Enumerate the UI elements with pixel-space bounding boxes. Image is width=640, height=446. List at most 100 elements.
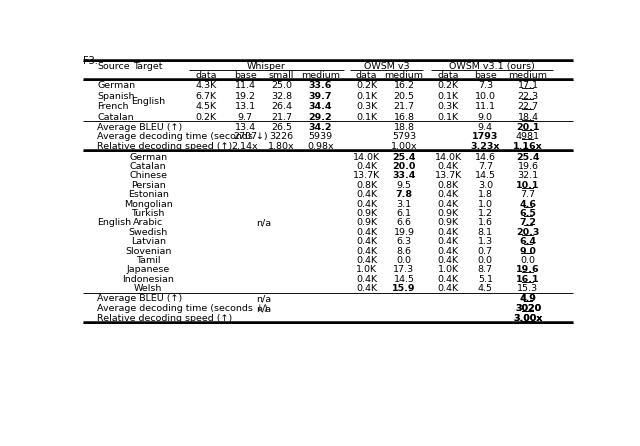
Text: 14.0K: 14.0K	[353, 153, 380, 161]
Text: data: data	[196, 70, 217, 79]
Text: 0.4K: 0.4K	[356, 247, 378, 256]
Text: 9.5: 9.5	[396, 181, 412, 190]
Text: 0.1K: 0.1K	[438, 112, 459, 122]
Text: OWSM v3.1 (ours): OWSM v3.1 (ours)	[449, 62, 535, 71]
Text: 0.4K: 0.4K	[438, 284, 459, 293]
Text: data: data	[356, 70, 378, 79]
Text: medium: medium	[301, 70, 340, 79]
Text: 18.4: 18.4	[518, 112, 538, 122]
Text: Arabic: Arabic	[133, 219, 163, 227]
Text: 14.5: 14.5	[475, 171, 496, 180]
Text: 19.2: 19.2	[235, 92, 255, 101]
Text: 19.6: 19.6	[516, 265, 540, 274]
Text: 14.6: 14.6	[475, 153, 496, 161]
Text: 13.7K: 13.7K	[435, 171, 461, 180]
Text: 0.1K: 0.1K	[356, 92, 378, 101]
Text: 0.4K: 0.4K	[438, 162, 459, 171]
Text: 1.16x: 1.16x	[513, 142, 543, 151]
Text: 0.4K: 0.4K	[438, 275, 459, 284]
Text: 25.4: 25.4	[516, 153, 540, 161]
Text: Chinese: Chinese	[129, 171, 167, 180]
Text: 7.2: 7.2	[520, 219, 536, 227]
Text: 29.2: 29.2	[308, 112, 332, 122]
Text: Persian: Persian	[131, 181, 166, 190]
Text: 0.4K: 0.4K	[438, 247, 459, 256]
Text: 6.4: 6.4	[520, 237, 536, 246]
Text: 4.3K: 4.3K	[196, 81, 217, 91]
Text: 2707: 2707	[233, 132, 257, 141]
Text: 8.1: 8.1	[478, 228, 493, 237]
Text: 0.3K: 0.3K	[356, 102, 378, 111]
Text: OWSM v3: OWSM v3	[364, 62, 410, 71]
Text: 1.6: 1.6	[478, 219, 493, 227]
Text: F3.: F3.	[83, 56, 98, 66]
Text: 7.7: 7.7	[478, 162, 493, 171]
Text: 4.9: 4.9	[520, 294, 536, 303]
Text: small: small	[269, 70, 294, 79]
Text: 0.4K: 0.4K	[438, 256, 459, 265]
Text: 7.3: 7.3	[478, 81, 493, 91]
Text: 0.9K: 0.9K	[356, 209, 378, 218]
Text: 14.0K: 14.0K	[435, 153, 461, 161]
Text: 13.4: 13.4	[234, 123, 255, 132]
Text: 0.0: 0.0	[520, 256, 536, 265]
Text: 19.6: 19.6	[518, 162, 538, 171]
Text: Tamil: Tamil	[136, 256, 161, 265]
Text: 8.6: 8.6	[396, 247, 412, 256]
Text: n/a: n/a	[256, 304, 271, 313]
Text: 0.4K: 0.4K	[356, 284, 378, 293]
Text: Indonesian: Indonesian	[122, 275, 174, 284]
Text: 9.7: 9.7	[237, 112, 253, 122]
Text: Target: Target	[134, 62, 163, 71]
Text: 6.6: 6.6	[396, 219, 412, 227]
Text: 33.6: 33.6	[308, 81, 332, 91]
Text: 1793: 1793	[472, 132, 499, 141]
Text: English: English	[97, 219, 131, 227]
Text: 11.4: 11.4	[235, 81, 255, 91]
Text: Latvian: Latvian	[131, 237, 166, 246]
Text: 9.0: 9.0	[520, 247, 536, 256]
Text: English: English	[131, 97, 165, 106]
Text: 0.8K: 0.8K	[356, 181, 378, 190]
Text: 3.00x: 3.00x	[513, 314, 543, 323]
Text: 0.4K: 0.4K	[356, 199, 378, 209]
Text: Relative decoding speed (↑): Relative decoding speed (↑)	[97, 314, 232, 323]
Text: 3226: 3226	[269, 132, 294, 141]
Text: 0.4K: 0.4K	[438, 199, 459, 209]
Text: 20.5: 20.5	[394, 92, 415, 101]
Text: 10.0: 10.0	[475, 92, 496, 101]
Text: 0.8K: 0.8K	[438, 181, 459, 190]
Text: 17.3: 17.3	[394, 265, 415, 274]
Text: 16.8: 16.8	[394, 112, 415, 122]
Text: Slovenian: Slovenian	[125, 247, 172, 256]
Text: 6.5: 6.5	[520, 209, 536, 218]
Text: medium: medium	[385, 70, 424, 79]
Text: 20.0: 20.0	[392, 162, 415, 171]
Text: 17.1: 17.1	[518, 81, 538, 91]
Text: 21.7: 21.7	[271, 112, 292, 122]
Text: 20.3: 20.3	[516, 228, 540, 237]
Text: 0.3K: 0.3K	[438, 102, 459, 111]
Text: 0.1K: 0.1K	[438, 92, 459, 101]
Text: Average decoding time (seconds ↓): Average decoding time (seconds ↓)	[97, 304, 268, 313]
Text: 22.3: 22.3	[517, 92, 538, 101]
Text: 5.1: 5.1	[478, 275, 493, 284]
Text: 2.14x: 2.14x	[232, 142, 259, 151]
Text: 7.8: 7.8	[396, 190, 413, 199]
Text: 6.3: 6.3	[396, 237, 412, 246]
Text: 4.5K: 4.5K	[196, 102, 217, 111]
Text: 0.9K: 0.9K	[438, 209, 459, 218]
Text: 25.0: 25.0	[271, 81, 292, 91]
Text: Relative decoding speed (↑): Relative decoding speed (↑)	[97, 142, 232, 151]
Text: 9.4: 9.4	[478, 123, 493, 132]
Text: Estonian: Estonian	[128, 190, 168, 199]
Text: data: data	[437, 70, 459, 79]
Text: 26.5: 26.5	[271, 123, 292, 132]
Text: 3.1: 3.1	[396, 199, 412, 209]
Text: 9.0: 9.0	[478, 112, 493, 122]
Text: Average BLEU (↑): Average BLEU (↑)	[97, 294, 182, 303]
Text: 18.8: 18.8	[394, 123, 415, 132]
Text: 8.7: 8.7	[478, 265, 493, 274]
Text: 1.0K: 1.0K	[356, 265, 378, 274]
Text: Turkish: Turkish	[131, 209, 165, 218]
